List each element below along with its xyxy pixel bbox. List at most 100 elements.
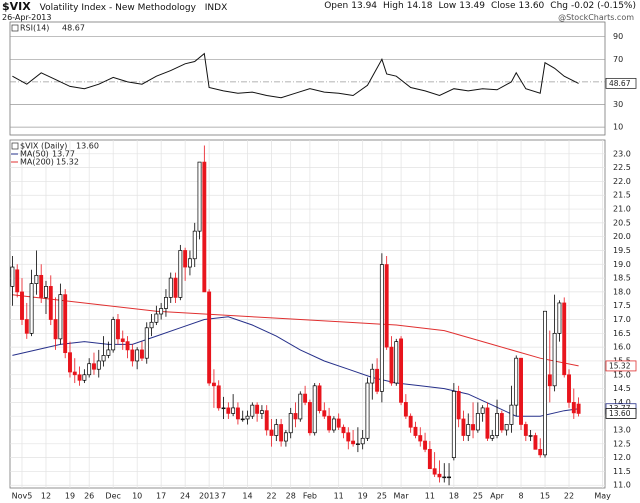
exchange: INDX bbox=[204, 3, 228, 13]
candle-body bbox=[106, 349, 111, 356]
y-tick-label: 20.5 bbox=[613, 218, 631, 227]
candle-body bbox=[96, 360, 101, 370]
quote-value: 13.60 bbox=[518, 1, 545, 11]
y-tick-label: 10 bbox=[613, 123, 623, 132]
x-tick-label: Feb bbox=[303, 492, 317, 501]
candle-body bbox=[432, 468, 437, 475]
x-tick-label: May bbox=[594, 492, 611, 501]
candle-body bbox=[547, 374, 552, 387]
candle-body bbox=[264, 410, 269, 431]
candle-body bbox=[39, 274, 44, 298]
legend-icon bbox=[11, 142, 19, 150]
candle-body bbox=[53, 319, 58, 340]
symbol: $VIX bbox=[2, 0, 31, 13]
candle-body bbox=[154, 313, 159, 323]
candle-body bbox=[471, 424, 475, 431]
y-tick-label: 23.0 bbox=[613, 149, 631, 158]
quote-label: High bbox=[383, 1, 404, 11]
y-tick-label: 18.0 bbox=[613, 287, 631, 296]
candle-body bbox=[543, 310, 547, 456]
candle-body bbox=[44, 286, 48, 298]
candle-body bbox=[413, 426, 418, 436]
legend-price: $VIX (Daily) bbox=[20, 142, 67, 151]
candle-body bbox=[111, 319, 116, 351]
candle-body bbox=[538, 448, 543, 456]
candle-body bbox=[384, 264, 389, 348]
candle-body bbox=[149, 321, 154, 329]
candle-body bbox=[140, 349, 144, 359]
candle-body bbox=[394, 341, 399, 384]
candle-body bbox=[293, 413, 298, 420]
y-tick-label: 14.5 bbox=[613, 384, 631, 393]
candle-body bbox=[351, 440, 356, 445]
y-tick-label: 19.0 bbox=[613, 260, 631, 269]
y-tick-label: 16.0 bbox=[613, 343, 631, 352]
title-row: $VIX Volatility Index - New Methodology … bbox=[2, 0, 227, 13]
candle-body bbox=[20, 291, 24, 320]
candle-body bbox=[303, 393, 308, 403]
y-tick-label: 20.0 bbox=[613, 232, 631, 241]
candle-body bbox=[29, 283, 34, 334]
y-tick-label: 18.5 bbox=[613, 274, 631, 283]
candle-body bbox=[365, 382, 370, 439]
candle-body bbox=[269, 429, 274, 436]
x-tick-label: 25 bbox=[473, 492, 483, 501]
candle-body bbox=[216, 385, 221, 409]
y-tick-label: 12.5 bbox=[613, 439, 631, 448]
candle-body bbox=[283, 432, 288, 442]
candle-body bbox=[528, 435, 533, 437]
candle-body bbox=[58, 294, 63, 340]
candle-body bbox=[557, 302, 562, 334]
candle-body bbox=[245, 415, 250, 420]
last-value-box bbox=[605, 408, 637, 419]
candle-body bbox=[125, 341, 130, 351]
candle-body bbox=[447, 476, 452, 479]
x-tick-label: 10 bbox=[132, 492, 142, 501]
candle-body bbox=[485, 407, 490, 439]
candle-body bbox=[370, 368, 375, 384]
y-tick-label: 22.0 bbox=[613, 177, 631, 186]
candle-body bbox=[427, 448, 432, 470]
panel-frame bbox=[9, 139, 606, 489]
candle-body bbox=[63, 294, 68, 354]
candle-body bbox=[571, 402, 576, 414]
candle-body bbox=[197, 161, 202, 232]
quote-value: 14.18 bbox=[406, 1, 433, 11]
candle-body bbox=[456, 390, 461, 420]
candle-body bbox=[461, 418, 466, 436]
candle-body bbox=[480, 407, 485, 414]
candle-body bbox=[207, 291, 212, 384]
x-tick-label: 22 bbox=[564, 492, 574, 501]
candle-body bbox=[403, 402, 408, 417]
candle-body bbox=[240, 418, 245, 421]
candle-body bbox=[379, 264, 384, 392]
candle-body bbox=[101, 355, 106, 362]
candle-body bbox=[87, 363, 92, 376]
legend-icon bbox=[11, 24, 19, 32]
y-tick-label: 19.5 bbox=[613, 246, 631, 255]
candle-body bbox=[48, 286, 53, 320]
candle-body bbox=[298, 393, 303, 420]
candle-body bbox=[451, 390, 456, 458]
candle-body bbox=[509, 404, 514, 425]
candle-body bbox=[576, 403, 581, 414]
candle-body bbox=[495, 413, 499, 436]
candle-body bbox=[34, 274, 39, 284]
candle-body bbox=[183, 250, 188, 268]
candle-body bbox=[336, 418, 341, 428]
quote-value: 13.49 bbox=[459, 1, 485, 11]
x-tick-label: 26 bbox=[84, 492, 94, 501]
candle-body bbox=[250, 404, 255, 417]
candle-body bbox=[552, 332, 557, 387]
candle-body bbox=[202, 161, 207, 293]
quote: Open 13.94 High 14.18 Low 13.49 Close 13.60 Chg -… bbox=[318, 1, 636, 11]
x-tick-label: 15 bbox=[540, 492, 550, 501]
candle-body bbox=[187, 258, 192, 268]
y-tick-label: 13.0 bbox=[613, 426, 631, 435]
candle-body bbox=[408, 415, 413, 428]
candle-body bbox=[192, 230, 197, 260]
x-tick-label: 11 bbox=[425, 492, 435, 501]
y-tick-label: 17.0 bbox=[613, 315, 631, 324]
candle-body bbox=[10, 266, 15, 287]
